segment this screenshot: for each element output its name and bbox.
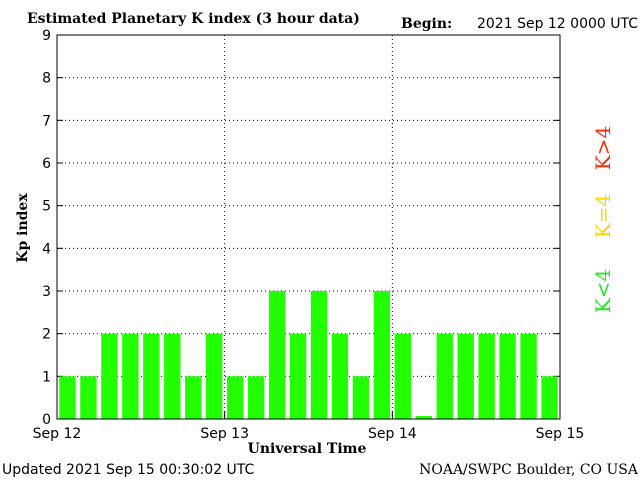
kp-bar xyxy=(59,376,76,419)
y-axis-label: Kp index xyxy=(15,193,31,263)
kp-bar xyxy=(122,333,139,419)
y-tick-label: 1 xyxy=(42,369,51,385)
updated-timestamp: Updated 2021 Sep 15 00:30:02 UTC xyxy=(2,462,255,478)
plot-frame xyxy=(56,34,561,420)
kp-bar xyxy=(373,291,391,419)
kp-bar xyxy=(101,333,118,419)
kp-bar xyxy=(164,333,181,419)
legend-mid: K=4 xyxy=(591,194,615,238)
kp-bar xyxy=(206,333,223,419)
kp-bar xyxy=(247,376,265,419)
kp-bar xyxy=(331,333,349,419)
chart-title: Estimated Planetary K index (3 hour data… xyxy=(27,11,360,27)
legend-high: K>4 xyxy=(591,126,615,170)
kp-bar xyxy=(226,376,244,419)
credit-text: NOAA/SWPC Boulder, CO USA xyxy=(419,462,639,478)
y-tick-label: 4 xyxy=(42,241,51,257)
legend-low: K<4 xyxy=(591,269,615,313)
x-tick-labels: Sep 12 Sep 13 Sep 14 Sep 15 xyxy=(33,426,585,442)
kp-bar xyxy=(457,333,474,419)
y-tick-label: 3 xyxy=(42,284,51,300)
kp-bar xyxy=(185,376,202,419)
kp-bar xyxy=(80,376,97,419)
begin-label: Begin: xyxy=(401,16,452,32)
begin-value: 2021 Sep 12 0000 UTC xyxy=(477,16,638,32)
kp-bar xyxy=(289,333,307,419)
kp-bar xyxy=(520,333,537,419)
x-tick-label: Sep 14 xyxy=(368,426,417,442)
y-tick-label: 2 xyxy=(42,327,51,343)
kp-bar xyxy=(541,376,558,419)
x-tick-label: Sep 13 xyxy=(200,426,249,442)
x-tick-label: Sep 12 xyxy=(33,426,82,442)
y-tick-label: 8 xyxy=(42,71,51,87)
y-tick-label: 0 xyxy=(42,412,51,428)
y-tick-label: 7 xyxy=(42,113,51,129)
kp-bar xyxy=(394,333,411,419)
x-tick-label: Sep 15 xyxy=(536,426,585,442)
kp-bar xyxy=(478,333,495,419)
kp-bar xyxy=(415,416,432,419)
kp-bar xyxy=(499,333,516,419)
y-tick-label: 6 xyxy=(42,156,51,172)
plot-area xyxy=(56,34,561,420)
kp-bar xyxy=(143,333,160,419)
x-axis-label: Universal Time xyxy=(248,441,367,457)
y-tick-label: 5 xyxy=(42,199,51,215)
kp-bar xyxy=(352,376,370,419)
y-tick-label: 9 xyxy=(42,28,51,44)
kp-bar xyxy=(268,291,286,419)
kp-bar xyxy=(436,333,453,419)
kp-bar xyxy=(310,291,328,419)
y-tick-labels: 0 1 2 3 4 5 6 7 8 9 xyxy=(42,28,51,428)
